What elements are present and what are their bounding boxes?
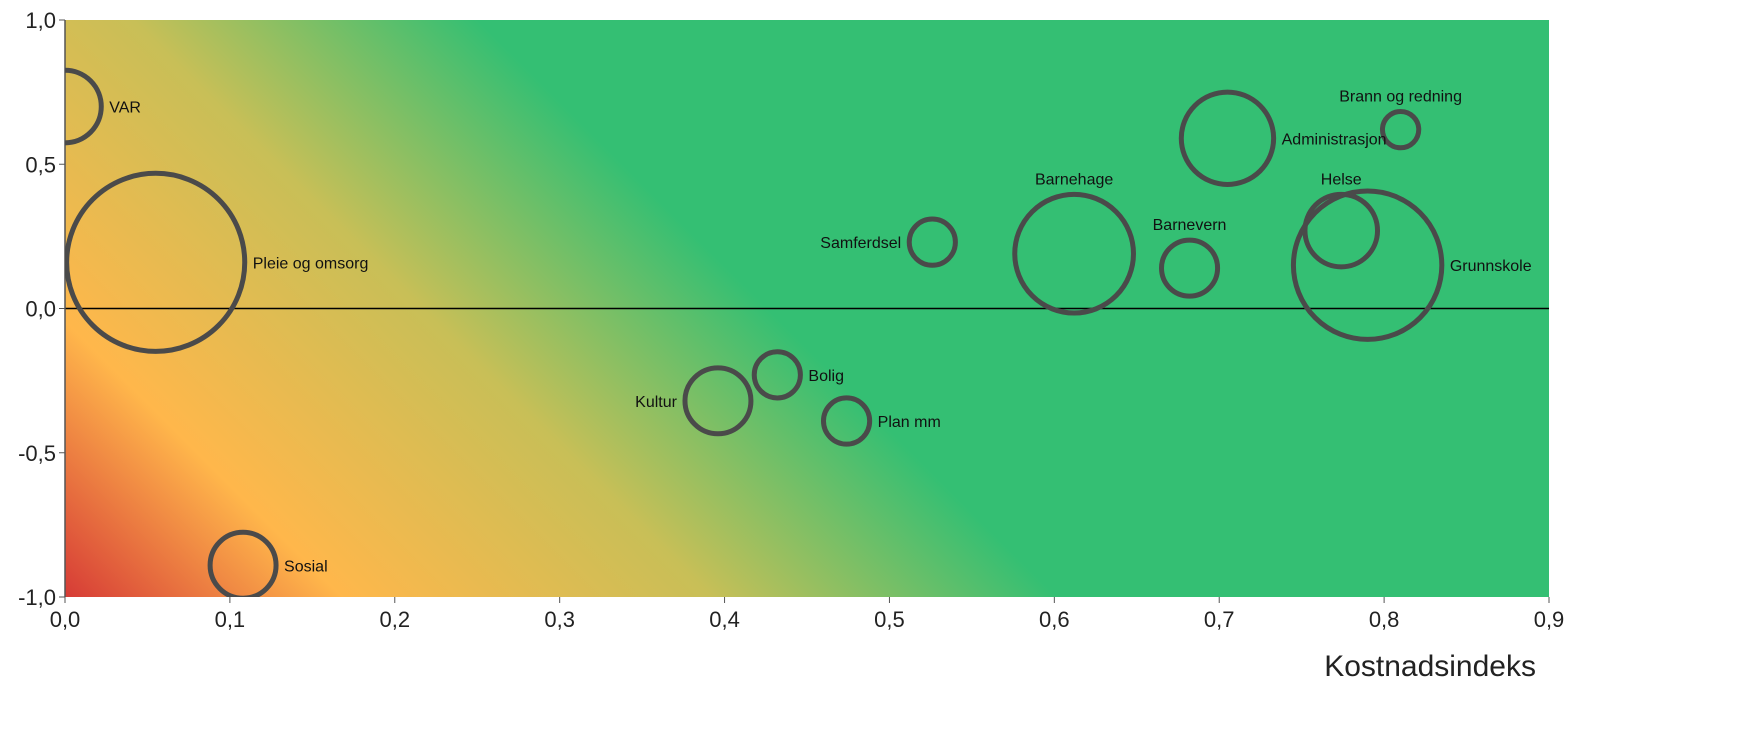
bubble-label: Grunnskole <box>1450 258 1532 275</box>
x-tick-label: 0,6 <box>1039 607 1070 632</box>
x-tick-label: 0,8 <box>1369 607 1400 632</box>
bubble-label: Barnehage <box>1035 171 1113 188</box>
x-tick-label: 0,5 <box>874 607 905 632</box>
y-tick-label: -0,5 <box>18 441 56 466</box>
bubble-label: Kultur <box>635 394 677 411</box>
bubble-label: Sosial <box>284 558 328 575</box>
x-tick-label: 0,2 <box>379 607 410 632</box>
x-tick-label: 0,9 <box>1534 607 1565 632</box>
x-tick-label: 0,0 <box>50 607 81 632</box>
bubble-label: Helse <box>1321 171 1362 188</box>
bubble-label: Plan mm <box>878 414 941 431</box>
bubble-label: Administrasjon <box>1282 131 1387 148</box>
y-tick-label: 0,0 <box>25 297 56 322</box>
bubble-label: Bolig <box>808 368 844 385</box>
x-tick-label: 0,1 <box>215 607 246 632</box>
bubble-label: Samferdsel <box>820 235 901 252</box>
x-tick-label: 0,7 <box>1204 607 1235 632</box>
bubble-label: Barnevern <box>1153 217 1227 234</box>
y-tick-label: 1,0 <box>25 8 56 33</box>
x-tick-label: 0,4 <box>709 607 740 632</box>
y-tick-label: -1,0 <box>18 585 56 610</box>
bubble-label: VAR <box>109 100 141 117</box>
bubble-label: Brann og redning <box>1339 88 1462 105</box>
x-axis-label: Kostnadsindeks <box>1324 650 1536 683</box>
x-tick-label: 0,3 <box>544 607 575 632</box>
bubble-label: Pleie og omsorg <box>253 255 369 272</box>
y-tick-label: 0,5 <box>25 152 56 177</box>
